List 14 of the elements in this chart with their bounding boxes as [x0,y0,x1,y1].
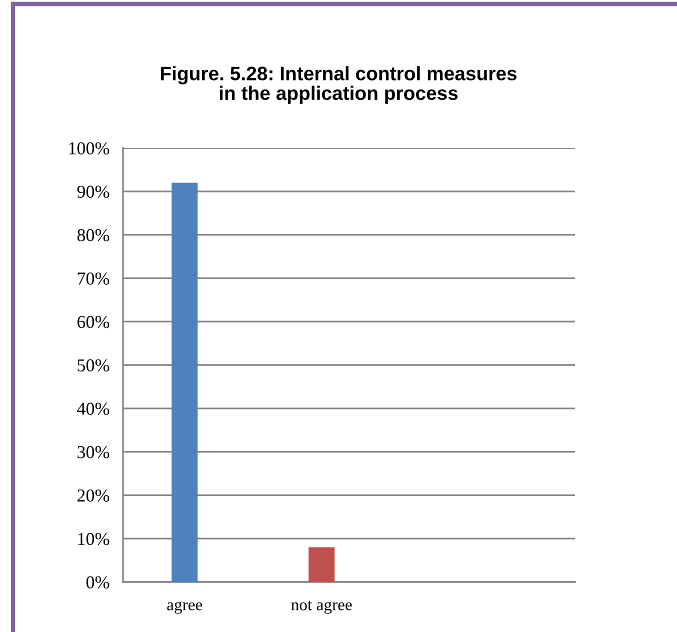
chart-title: Figure. 5.28: Internal control measures in the application process [160,66,517,104]
y-tick-label: 100% [69,142,110,154]
y-tick-label: 40% [77,402,110,415]
y-tick-label: 70% [78,272,110,285]
y-tick-label: 10% [78,532,110,546]
y-tick-label: 0% [86,576,110,588]
y-tick-label: 80% [77,229,110,242]
y-tick-label: 60% [77,316,110,328]
y-tick-label: 90% [77,186,110,198]
y-tick-label: 30% [78,446,110,458]
x-tick-label: agree [167,602,202,614]
y-tick-label: 20% [78,489,110,502]
y-tick-label: 50% [78,359,110,372]
x-tick-label: not agree [291,600,352,614]
